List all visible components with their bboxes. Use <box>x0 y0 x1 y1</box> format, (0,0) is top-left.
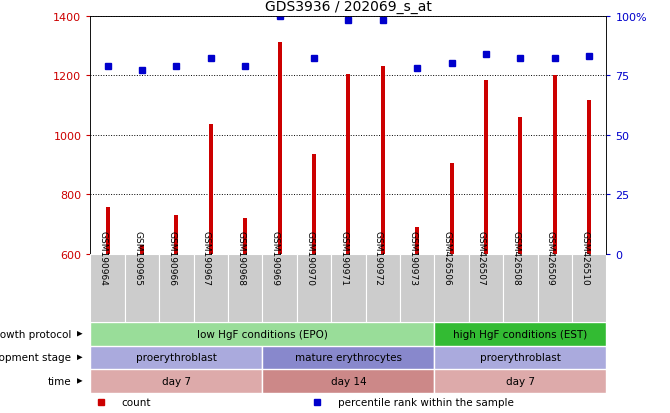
Bar <box>263 254 297 322</box>
Bar <box>90 369 263 393</box>
Text: percentile rank within the sample: percentile rank within the sample <box>338 397 514 407</box>
Bar <box>90 346 263 369</box>
Text: GSM190965: GSM190965 <box>133 230 142 285</box>
Title: GDS3936 / 202069_s_at: GDS3936 / 202069_s_at <box>265 0 432 14</box>
Bar <box>415 227 419 254</box>
Bar <box>194 254 228 322</box>
Bar <box>519 117 523 254</box>
Text: GSM426506: GSM426506 <box>443 230 452 285</box>
Bar <box>140 245 144 254</box>
Bar <box>263 369 434 393</box>
Bar <box>503 254 537 322</box>
Text: proerythroblast: proerythroblast <box>136 352 217 363</box>
Bar <box>277 43 281 254</box>
Bar <box>174 216 178 254</box>
Bar <box>297 254 331 322</box>
Bar <box>572 254 606 322</box>
Bar <box>125 254 159 322</box>
Text: day 14: day 14 <box>330 376 366 386</box>
Text: growth protocol: growth protocol <box>0 329 72 339</box>
Bar <box>381 67 385 254</box>
Text: GSM426509: GSM426509 <box>546 230 555 285</box>
Text: GSM190966: GSM190966 <box>168 230 176 285</box>
Bar <box>106 207 110 254</box>
Text: GSM190972: GSM190972 <box>374 230 383 285</box>
Bar <box>331 254 366 322</box>
Bar <box>228 254 263 322</box>
Bar <box>159 254 194 322</box>
Bar <box>587 101 591 254</box>
Bar <box>400 254 434 322</box>
Text: time: time <box>48 376 72 386</box>
Text: GSM190969: GSM190969 <box>271 230 279 285</box>
Text: day 7: day 7 <box>162 376 191 386</box>
Bar <box>90 322 434 346</box>
Text: proerythroblast: proerythroblast <box>480 352 561 363</box>
Bar <box>434 254 469 322</box>
Text: mature erythrocytes: mature erythrocytes <box>295 352 402 363</box>
Bar <box>434 369 606 393</box>
Bar <box>366 254 400 322</box>
Text: count: count <box>121 397 151 407</box>
Text: day 7: day 7 <box>506 376 535 386</box>
Text: GSM190973: GSM190973 <box>408 230 417 285</box>
Text: GSM190968: GSM190968 <box>237 230 245 285</box>
Text: GSM190971: GSM190971 <box>340 230 348 285</box>
Bar <box>243 218 247 254</box>
Text: GSM190967: GSM190967 <box>202 230 211 285</box>
Bar <box>346 74 350 254</box>
Bar <box>469 254 503 322</box>
Bar <box>537 254 572 322</box>
Text: GSM426508: GSM426508 <box>511 230 521 285</box>
Text: development stage: development stage <box>0 352 72 363</box>
Bar <box>434 322 606 346</box>
Bar <box>450 164 454 254</box>
Bar <box>312 154 316 254</box>
Bar <box>553 76 557 254</box>
Text: GSM426510: GSM426510 <box>580 230 589 285</box>
Bar <box>434 346 606 369</box>
Bar <box>90 254 125 322</box>
Text: high HgF conditions (EST): high HgF conditions (EST) <box>453 329 588 339</box>
Text: GSM426507: GSM426507 <box>477 230 486 285</box>
Text: GSM190970: GSM190970 <box>305 230 314 285</box>
Bar <box>263 346 434 369</box>
Bar <box>484 81 488 254</box>
Bar <box>209 125 213 254</box>
Text: low HgF conditions (EPO): low HgF conditions (EPO) <box>197 329 328 339</box>
Text: GSM190964: GSM190964 <box>98 230 108 285</box>
